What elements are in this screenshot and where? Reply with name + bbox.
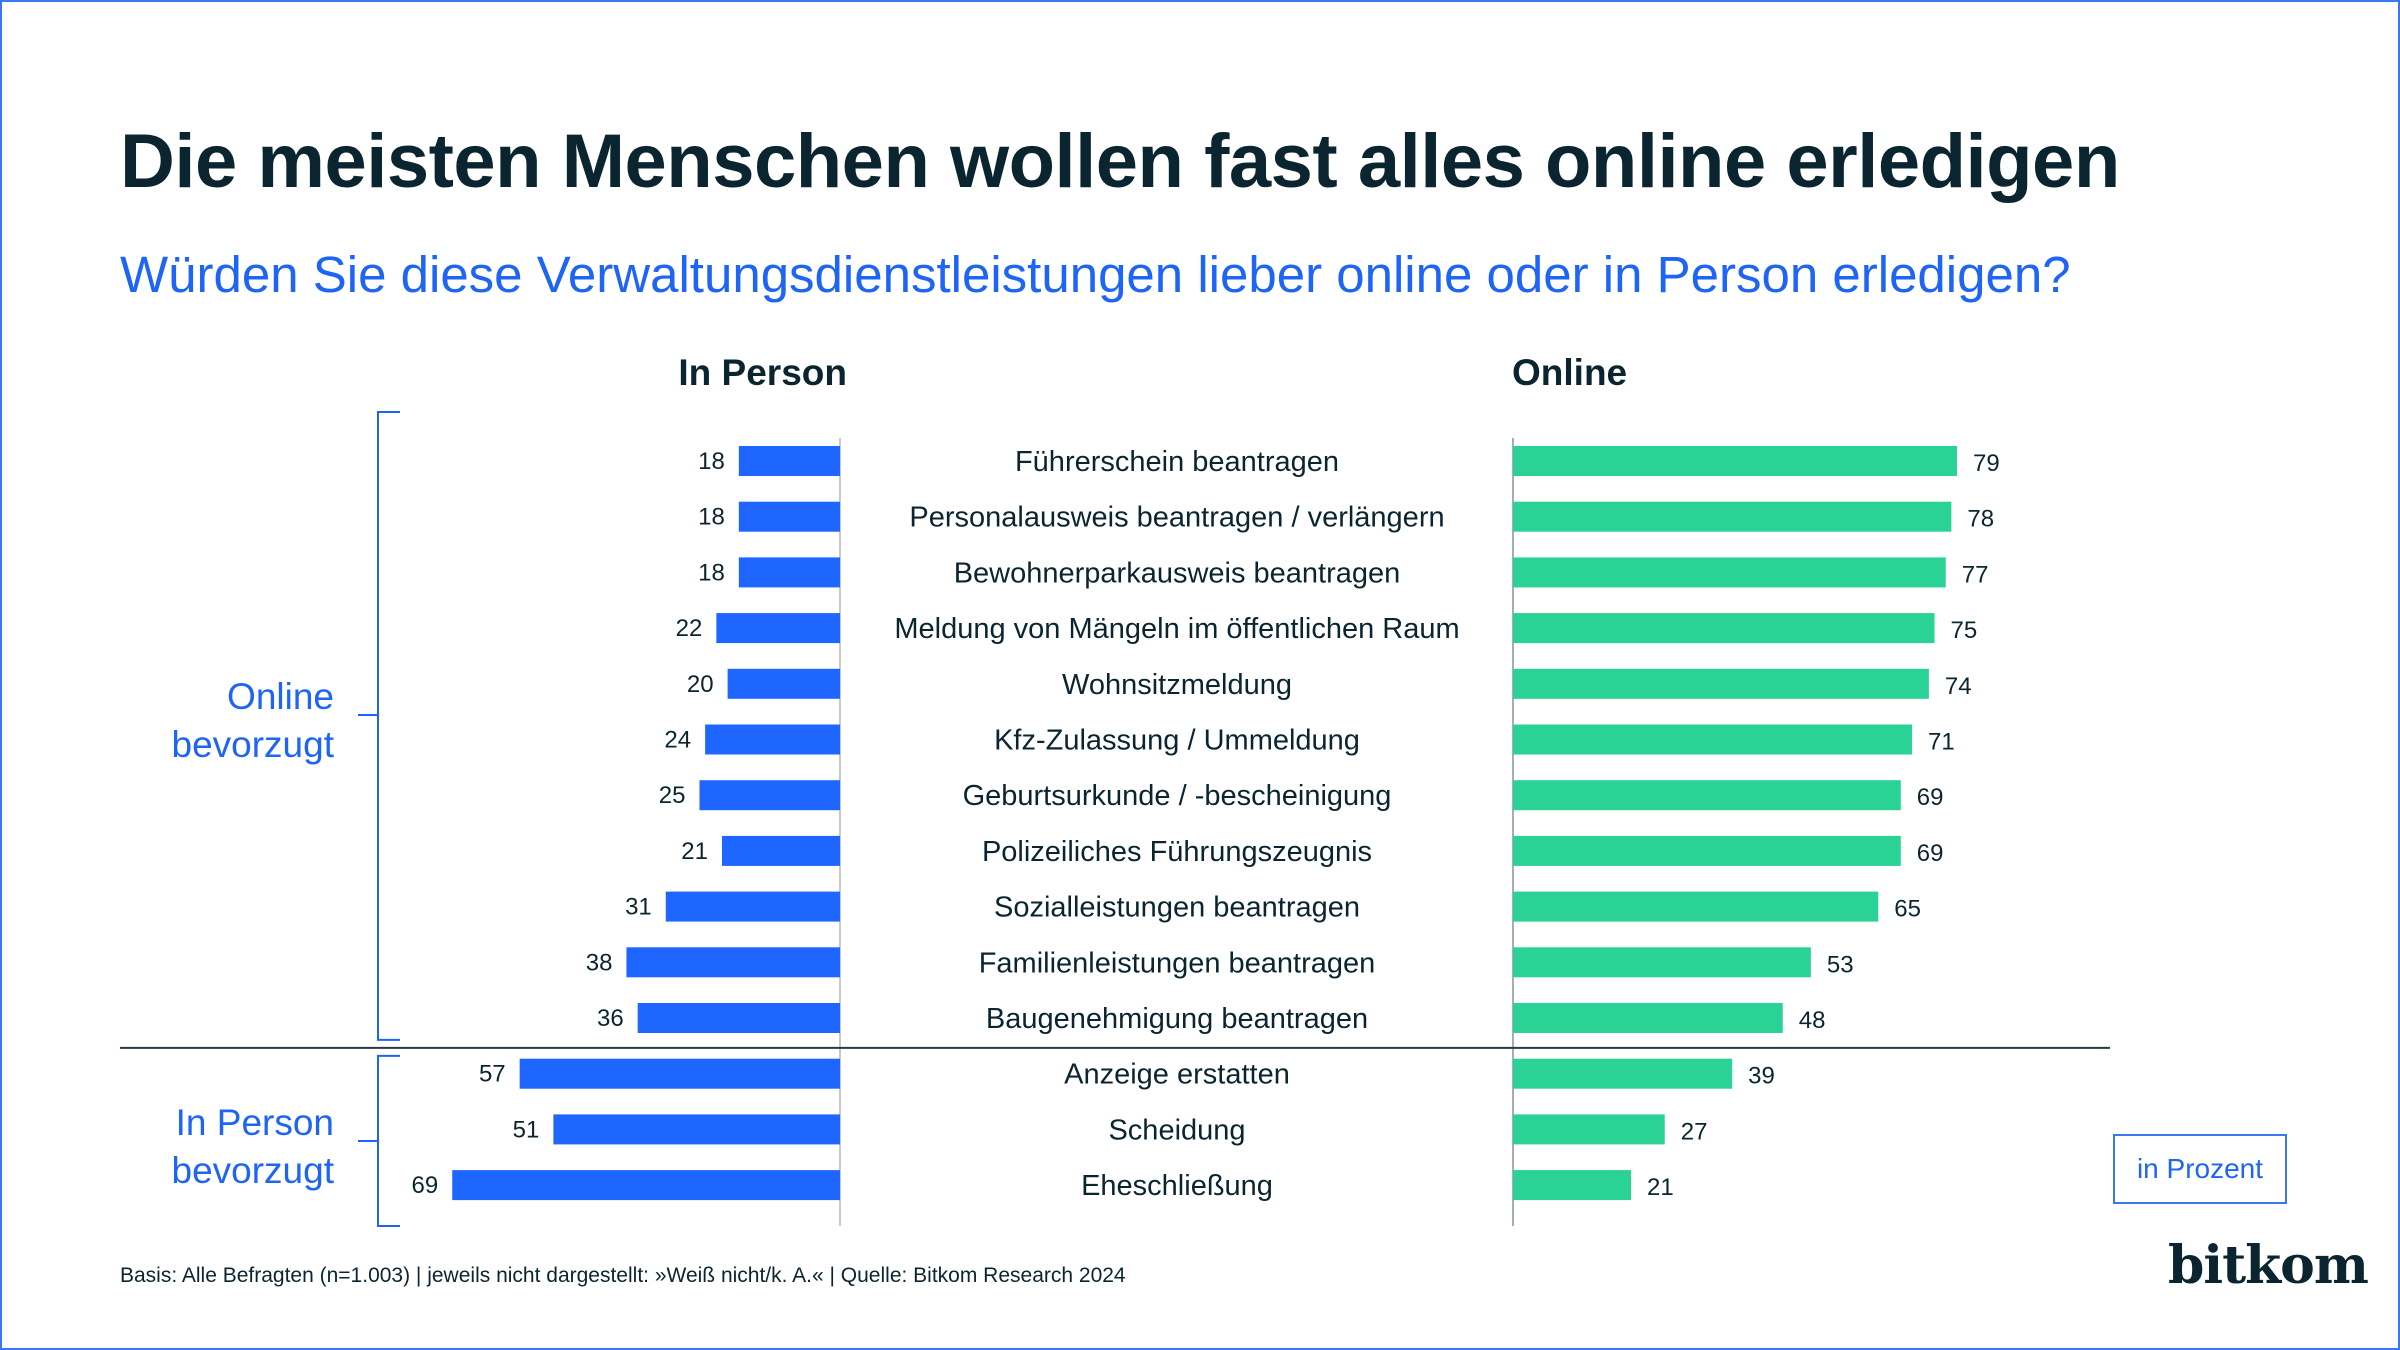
online-value-label: 79 xyxy=(1973,450,2000,477)
online-value-label: 48 xyxy=(1799,1007,1826,1034)
in-person-value-label: 25 xyxy=(659,782,686,809)
footnote: Basis: Alle Befragten (n=1.003) | jeweil… xyxy=(120,1264,1126,1287)
online-bar xyxy=(1513,947,1811,978)
category-label: Polizeiliches Führungszeugnis xyxy=(982,836,1372,868)
in-person-bar xyxy=(716,613,840,644)
in-person-bar xyxy=(452,1170,840,1201)
in-person-value-label: 57 xyxy=(479,1061,506,1088)
in-person-value-label: 18 xyxy=(698,504,725,531)
in-person-value-label: 22 xyxy=(676,615,703,642)
in-person-bar xyxy=(637,1003,840,1033)
in-person-value-label: 69 xyxy=(412,1172,439,1199)
online-value-label: 53 xyxy=(1827,951,1854,978)
online-value-label: 21 xyxy=(1647,1174,1674,1201)
chart-subtitle: Würden Sie diese Verwaltungsdienstleistu… xyxy=(120,246,2071,303)
in-person-bar xyxy=(553,1114,840,1145)
online-value-label: 27 xyxy=(1681,1118,1708,1145)
online-value-label: 74 xyxy=(1945,673,1972,700)
online-bar xyxy=(1513,557,1946,588)
online-value-label: 71 xyxy=(1928,729,1955,756)
category-label: Baugenehmigung beantragen xyxy=(986,1003,1368,1035)
group-label-line2: bevorzugt xyxy=(172,724,335,765)
category-label: Geburtsurkunde / -bescheinigung xyxy=(963,780,1392,812)
category-label: Führerschein beantragen xyxy=(1015,446,1339,478)
in-person-bar xyxy=(699,780,840,811)
in-person-value-label: 31 xyxy=(625,894,652,921)
online-bar xyxy=(1513,1058,1733,1089)
online-value-label: 78 xyxy=(1967,506,1994,533)
category-label: Meldung von Mängeln im öffentlichen Raum xyxy=(894,613,1459,645)
category-label: Wohnsitzmeldung xyxy=(1062,669,1292,701)
online-bar xyxy=(1513,891,1879,922)
online-bar xyxy=(1513,724,1913,755)
column-header-online: Online xyxy=(1512,352,1628,393)
online-bar xyxy=(1513,613,1935,644)
bitkom-logo: bitkom xyxy=(2168,1235,2369,1296)
category-label: Personalausweis beantragen / verlängern xyxy=(909,502,1444,534)
online-bar xyxy=(1513,446,1957,476)
category-label: Eheschließung xyxy=(1081,1170,1273,1202)
category-label: Familienleistungen beantragen xyxy=(979,947,1376,979)
online-bar xyxy=(1513,1003,1783,1033)
online-value-label: 75 xyxy=(1951,617,1978,644)
group-label-line1: In Person xyxy=(176,1102,334,1143)
in-person-bar xyxy=(738,446,840,476)
category-label: Scheidung xyxy=(1108,1114,1245,1146)
chart-title: Die meisten Menschen wollen fast alles o… xyxy=(120,119,2120,204)
online-bar xyxy=(1513,1170,1632,1201)
online-value-label: 69 xyxy=(1917,784,1944,811)
category-label: Anzeige erstatten xyxy=(1064,1059,1290,1091)
in-person-value-label: 24 xyxy=(664,727,691,754)
in-person-bar xyxy=(665,891,840,922)
in-person-value-label: 36 xyxy=(597,1005,624,1032)
online-bar xyxy=(1513,780,1901,811)
unit-label: in Prozent xyxy=(2136,1153,2264,1184)
in-person-value-label: 20 xyxy=(687,671,714,698)
in-person-bar xyxy=(738,501,840,532)
online-value-label: 69 xyxy=(1917,840,1944,867)
in-person-bar xyxy=(519,1058,840,1089)
unit-badge: in Prozent xyxy=(2113,1134,2287,1204)
online-value-label: 77 xyxy=(1962,561,1989,588)
category-label: Sozialleistungen beantragen xyxy=(994,892,1360,924)
online-bar xyxy=(1513,668,1929,699)
category-label: Bewohnerparkausweis beantragen xyxy=(954,557,1401,589)
in-person-bar xyxy=(727,668,840,699)
online-bar xyxy=(1513,835,1901,866)
group-bracket xyxy=(358,411,400,1041)
online-bar xyxy=(1513,501,1952,532)
in-person-value-label: 18 xyxy=(698,559,725,586)
group-bracket xyxy=(358,1054,400,1227)
group-label-line1: Online xyxy=(227,676,334,717)
category-label: Kfz-Zulassung / Ummeldung xyxy=(994,725,1360,757)
online-value-label: 39 xyxy=(1748,1063,1775,1090)
online-bar xyxy=(1513,1114,1665,1145)
in-person-bar xyxy=(721,835,840,866)
in-person-value-label: 51 xyxy=(513,1116,540,1143)
group-label-line2: bevorzugt xyxy=(172,1150,335,1191)
in-person-value-label: 21 xyxy=(681,838,708,865)
in-person-value-label: 18 xyxy=(698,448,725,475)
in-person-bar xyxy=(626,947,840,978)
in-person-bar xyxy=(738,557,840,588)
column-header-in-person: In Person xyxy=(678,352,847,393)
in-person-value-label: 38 xyxy=(586,949,613,976)
in-person-bar xyxy=(705,724,840,755)
online-value-label: 65 xyxy=(1894,896,1921,923)
